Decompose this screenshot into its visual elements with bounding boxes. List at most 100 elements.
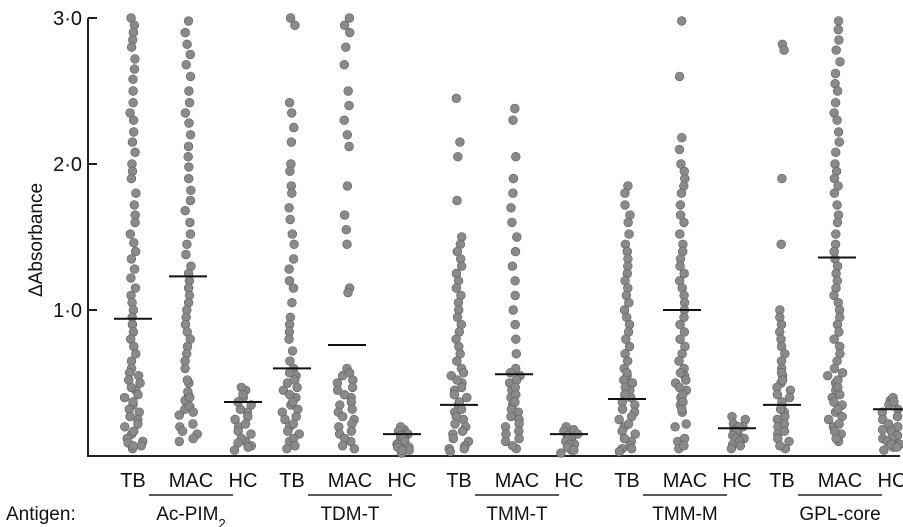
point-TDM-T-MAC-7	[339, 115, 349, 125]
point-Ac-PIM-MAC-37-b	[182, 375, 193, 385]
mean-lines	[114, 256, 903, 436]
y-axis-label: ΔAbsorbance	[26, 183, 47, 297]
point-GPL-core-MAC-50-b	[831, 433, 841, 444]
point-GPL-core-MAC-10	[832, 115, 842, 125]
point-TDM-T-MAC-0	[344, 13, 355, 23]
point-Ac-PIM-MAC-15	[186, 185, 196, 196]
point-Ac-PIM-TB-51-b	[128, 441, 138, 451]
point-Ac-PIM-TB-27	[126, 273, 136, 283]
point-TDM-T-MAC-15	[343, 287, 353, 298]
point-TDM-T-MAC-19	[332, 385, 343, 395]
point-TDM-T-TB-0	[285, 13, 296, 23]
point-TDM-T-TB-15	[284, 264, 294, 274]
point-TDM-T-TB-32	[280, 414, 290, 425]
point-TDM-T-TB-11	[285, 214, 295, 225]
point-GPL-core-HC-3-b	[892, 411, 903, 422]
antigen-name-3: TMM-M	[652, 504, 717, 525]
point-Ac-PIM-HC-6	[246, 429, 256, 439]
point-TDM-T-MAC-10	[342, 181, 353, 191]
point-TDM-T-TB-17	[288, 283, 299, 293]
antigen-subscript-0: 2	[219, 516, 226, 527]
point-GPL-core-MAC-48-b	[834, 419, 844, 429]
point-GPL-core-TB-14-b	[777, 375, 788, 385]
point-GPL-core-TB-2	[777, 173, 787, 184]
point-Ac-PIM-TB-44-b	[128, 397, 138, 407]
point-TMM-M-MAC-29	[674, 356, 684, 366]
point-TMM-M-MAC-36-b	[677, 404, 687, 414]
point-TMM-M-MAC-25	[679, 327, 690, 337]
point-TMM-M-TB-19	[621, 334, 631, 344]
point-TMM-M-MAC-37	[670, 422, 680, 432]
point-GPL-core-MAC-2	[834, 35, 844, 45]
point-Ac-PIM-MAC-2	[182, 39, 192, 49]
point-TDM-T-TB-28-b	[292, 382, 302, 393]
point-Ac-PIM-TB-22	[125, 229, 136, 239]
point-TDM-T-MAC-4	[339, 59, 349, 70]
point-GPL-core-HC-11	[879, 445, 889, 455]
point-TMM-T-MAC-2	[511, 152, 521, 162]
point-TMM-T-MAC-14	[511, 334, 521, 344]
point-GPL-core-MAC-17	[833, 181, 843, 191]
point-TMM-T-TB-25-b	[456, 382, 467, 393]
point-GPL-core-MAC-13	[830, 147, 841, 158]
point-TMM-T-MAC-9	[507, 261, 518, 271]
point-TMM-T-MAC-27-b	[507, 441, 518, 451]
point-TMM-T-MAC-17-b	[505, 368, 516, 378]
point-GPL-core-MAC-22	[831, 229, 841, 239]
point-TMM-M-HC-7-b	[735, 441, 746, 451]
point-GPL-core-TB-16-b	[772, 390, 783, 400]
point-TDM-T-TB-5	[286, 137, 297, 147]
point-Ac-PIM-MAC-5	[185, 71, 196, 82]
point-Ac-PIM-TB-12	[129, 127, 139, 137]
point-GPL-core-HC-1-b	[889, 397, 899, 407]
point-Ac-PIM-MAC-41-b	[188, 407, 198, 417]
point-Ac-PIM-HC-9-b	[243, 442, 253, 452]
point-TMM-M-TB-30	[614, 414, 624, 425]
point-Ac-PIM-TB-28	[130, 283, 141, 293]
point-TDM-T-TB-2	[284, 97, 295, 108]
point-TMM-M-MAC-9	[675, 200, 686, 210]
point-Ac-PIM-MAC-17	[180, 206, 190, 216]
point-TMM-T-TB-23-b	[458, 368, 469, 378]
point-TDM-T-TB-36	[282, 444, 292, 454]
point-GPL-core-MAC-11	[833, 127, 844, 137]
point-TMM-M-MAC-8	[676, 188, 687, 198]
y-tick-label-0: 1·0	[53, 300, 82, 322]
point-Ac-PIM-TB-47	[120, 422, 130, 432]
point-GPL-core-MAC-45-b	[829, 397, 839, 407]
point-GPL-core-MAC-47	[823, 414, 834, 425]
point-TDM-T-TB-1	[290, 20, 300, 30]
point-TMM-T-MAC-26	[500, 436, 511, 447]
point-GPL-core-MAC-19	[832, 200, 842, 210]
group-label-TDM-T-HC: HC	[388, 470, 417, 492]
point-GPL-core-MAC-7	[832, 86, 843, 96]
point-Ac-PIM-MAC-20	[182, 239, 192, 250]
point-TDM-T-TB-24	[285, 356, 295, 366]
point-Ac-PIM-TB-50	[136, 441, 146, 451]
point-TDM-T-MAC-1	[339, 20, 350, 30]
point-TMM-T-MAC-13	[510, 319, 520, 330]
point-TMM-T-TB-2	[453, 152, 463, 162]
point-TDM-T-TB-16	[284, 276, 295, 286]
point-Ac-PIM-MAC-3	[185, 49, 196, 60]
point-GPL-core-MAC-30	[829, 290, 839, 301]
point-Ac-PIM-MAC-4	[181, 59, 191, 70]
point-TMM-T-MAC-1	[508, 115, 518, 125]
antigen-name-0: Ac-PIM2	[156, 504, 226, 527]
point-Ac-PIM-TB-41	[135, 378, 145, 388]
group-label-TDM-T-TB: TB	[279, 470, 305, 492]
point-GPL-core-MAC-1	[833, 25, 843, 35]
point-Ac-PIM-MAC-36	[180, 363, 190, 374]
point-TMM-M-MAC-17	[679, 268, 689, 279]
point-GPL-core-MAC-21	[832, 217, 843, 228]
point-Ac-PIM-MAC-12	[183, 152, 193, 162]
point-TDM-T-MAC-25-b	[346, 426, 357, 436]
point-TMM-T-MAC-26-b	[514, 433, 524, 444]
point-GPL-core-MAC-41-b	[837, 368, 848, 378]
point-Ac-PIM-TB-9	[128, 97, 138, 108]
point-TMM-T-MAC-8	[510, 246, 521, 257]
point-TDM-T-TB-18	[287, 298, 297, 308]
point-Ac-PIM-MAC-1	[180, 27, 190, 38]
point-Ac-PIM-TB-25	[126, 254, 137, 264]
